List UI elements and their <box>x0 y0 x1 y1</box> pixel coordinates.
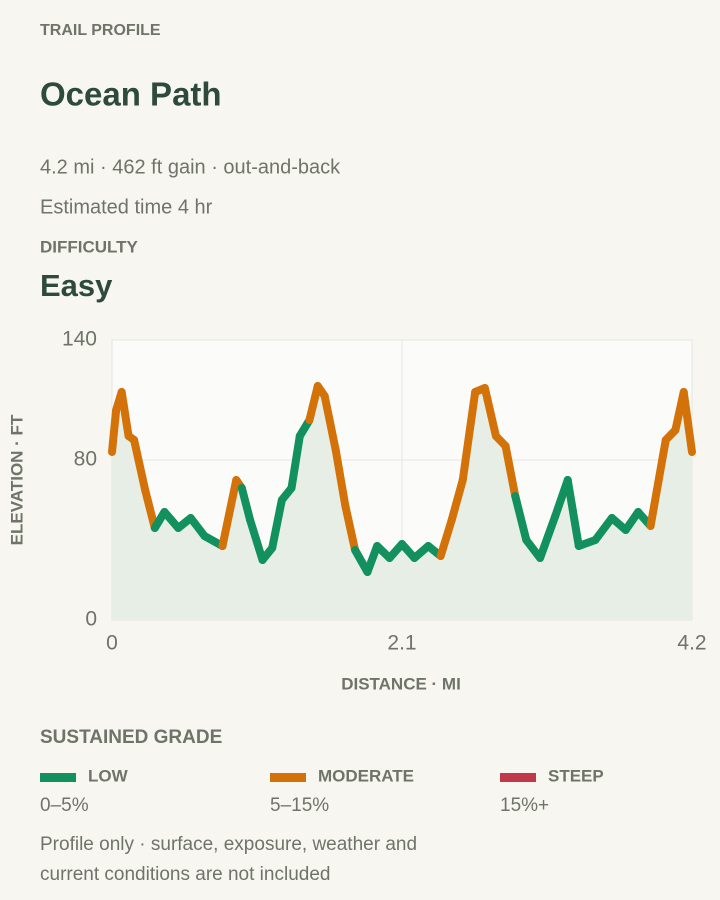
note: current conditions are not included <box>40 864 330 885</box>
legend-swatch <box>270 773 306 782</box>
x-axis-label: DISTANCE · MI <box>341 674 461 693</box>
note: Profile only · surface, exposure, weathe… <box>40 834 417 855</box>
elevation-segment <box>511 492 531 544</box>
elevation-segment <box>237 484 255 524</box>
trail-title: Ocean Path <box>40 76 222 113</box>
elevation-segment <box>646 436 670 530</box>
elevation-segment <box>268 496 286 552</box>
time: Estimated time 4 hr <box>40 196 213 218</box>
elevation-segment <box>563 476 583 550</box>
legend-range: 15%+ <box>500 795 549 816</box>
elevation-segment <box>591 514 616 544</box>
elevation-segment <box>130 436 150 494</box>
elevation-area <box>112 386 692 620</box>
elevation-segment <box>246 516 267 564</box>
x-tick-label: 0 <box>106 632 118 655</box>
x-tick-label: 2.1 <box>387 632 416 655</box>
y-tick-label: 0 <box>85 608 97 631</box>
eyebrow: TRAIL PROFILE <box>40 22 161 39</box>
y-axis-label: ELEVATION · FT <box>7 414 26 545</box>
elevation-segment <box>287 432 304 492</box>
legend-swatch <box>40 773 76 782</box>
elevation-segment <box>536 512 560 562</box>
elevation-segment <box>218 476 241 550</box>
difficulty-label: DIFFICULTY <box>40 237 139 256</box>
elevation-segment <box>108 406 121 456</box>
legend-name: LOW <box>88 766 129 785</box>
legend-range: 0–5% <box>40 795 89 816</box>
elevation-segment <box>501 442 520 500</box>
elevation-segment <box>305 382 322 424</box>
elevation-segment <box>480 384 500 440</box>
elevation-segment <box>117 388 133 440</box>
legend-range: 5–15% <box>270 795 329 816</box>
elevation-segment <box>341 502 360 554</box>
difficulty: Easy <box>40 268 113 303</box>
y-tick-label: 140 <box>62 328 97 351</box>
elevation-segment <box>363 542 382 576</box>
elevation-segment <box>141 486 159 532</box>
stats: 4.2 mi · 462 ft gain · out-and-back <box>40 156 341 178</box>
legend-name: MODERATE <box>318 766 414 785</box>
elevation-segment <box>331 446 350 510</box>
legend-title: SUSTAINED GRADE <box>40 727 222 748</box>
elevation-segment <box>447 476 467 524</box>
elevation-segment <box>320 392 340 454</box>
legend-swatch <box>500 773 536 782</box>
elevation-segment <box>679 388 696 456</box>
y-tick-label: 80 <box>74 448 97 471</box>
elevation-segment <box>458 388 480 484</box>
elevation-segment <box>436 516 456 560</box>
x-tick-label: 4.2 <box>677 632 706 655</box>
legend-name: STEEP <box>548 766 604 785</box>
